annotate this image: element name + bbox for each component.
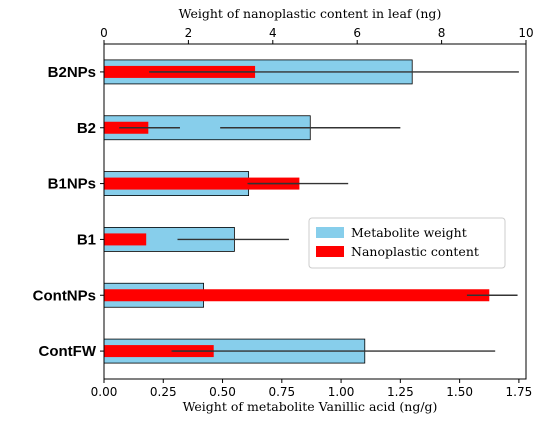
bottom-tick-label: 0.00 <box>91 385 118 399</box>
top-axis-title: Weight of nanoplastic content in leaf (n… <box>179 6 442 21</box>
category-label-b1nps: B1NPs <box>48 176 96 193</box>
bottom-axis-title: Weight of metabolite Vanillic acid (ng/g… <box>183 399 438 414</box>
bottom-tick-label: 0.75 <box>268 385 295 399</box>
plot-area: 0.00 0.25 0.50 0.75 1.00 1.25 1.50 1.75 0 2 4 6 8 10 B… <box>33 26 534 399</box>
legend: Metabolite weight Nanoplastic content <box>308 217 506 269</box>
category-label-b1: B1 <box>77 231 96 248</box>
category-label-b2: B2 <box>77 120 96 137</box>
legend-swatch-nanoplastic <box>316 246 344 257</box>
legend-label-nanoplastic: Nanoplastic content <box>351 244 479 259</box>
category-label-contfw: ContFW <box>39 343 97 360</box>
top-tick-label: 8 <box>438 26 446 40</box>
plot-background <box>104 44 526 379</box>
bar-nanoplastic-contnps <box>104 289 490 302</box>
top-tick-label: 4 <box>269 26 277 40</box>
bottom-tick-label: 0.25 <box>150 385 177 399</box>
legend-label-metabolite: Metabolite weight <box>351 225 467 240</box>
top-tick-label: 2 <box>185 26 193 40</box>
bottom-tick-label: 1.75 <box>506 385 533 399</box>
top-tick-label: 0 <box>100 26 108 40</box>
bottom-tick-label: 0.50 <box>209 385 236 399</box>
plot-frame <box>103 43 527 380</box>
bottom-tick-label: 1.25 <box>387 385 414 399</box>
category-label-contnps: ContNPs <box>33 287 96 304</box>
bar-nanoplastic-contfw <box>104 345 214 358</box>
legend-swatch-metabolite <box>316 227 344 238</box>
bottom-tick-label: 1.50 <box>446 385 473 399</box>
bar-nanoplastic-b1nps <box>104 177 300 190</box>
category-label-b2nps: B2NPs <box>48 64 96 81</box>
legend-box <box>308 217 506 269</box>
bar-nanoplastic-b1 <box>104 233 147 246</box>
top-tick-label: 10 <box>518 26 533 40</box>
top-tick-label: 6 <box>353 26 361 40</box>
bottom-tick-label: 1.00 <box>328 385 355 399</box>
